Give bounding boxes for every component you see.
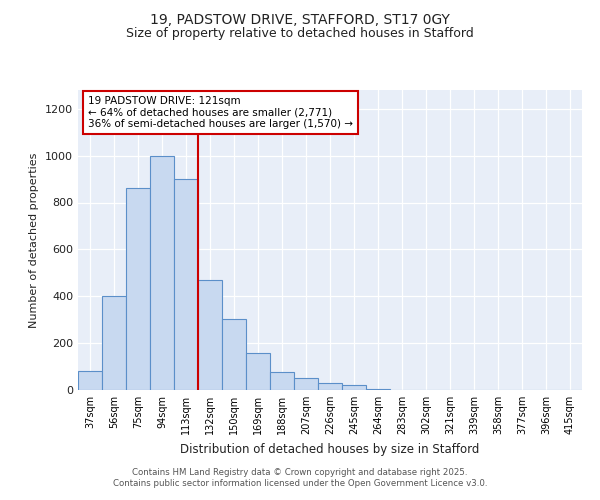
- Bar: [198, 280, 222, 390]
- Bar: [222, 318, 246, 390]
- Bar: [342, 386, 366, 390]
- Text: Contains HM Land Registry data © Crown copyright and database right 2025.
Contai: Contains HM Land Registry data © Crown c…: [113, 468, 487, 487]
- Text: Size of property relative to detached houses in Stafford: Size of property relative to detached ho…: [126, 28, 474, 40]
- Text: 19 PADSTOW DRIVE: 121sqm
← 64% of detached houses are smaller (2,771)
36% of sem: 19 PADSTOW DRIVE: 121sqm ← 64% of detach…: [88, 96, 353, 129]
- Bar: [126, 188, 150, 390]
- Bar: [294, 378, 318, 390]
- Bar: [318, 383, 342, 390]
- Bar: [78, 371, 102, 390]
- Bar: [246, 352, 270, 390]
- Bar: [270, 372, 294, 390]
- Bar: [102, 296, 126, 390]
- X-axis label: Distribution of detached houses by size in Stafford: Distribution of detached houses by size …: [181, 442, 479, 456]
- Bar: [150, 156, 174, 390]
- Y-axis label: Number of detached properties: Number of detached properties: [29, 152, 40, 328]
- Bar: [366, 389, 390, 390]
- Text: 19, PADSTOW DRIVE, STAFFORD, ST17 0GY: 19, PADSTOW DRIVE, STAFFORD, ST17 0GY: [150, 12, 450, 26]
- Bar: [174, 179, 198, 390]
